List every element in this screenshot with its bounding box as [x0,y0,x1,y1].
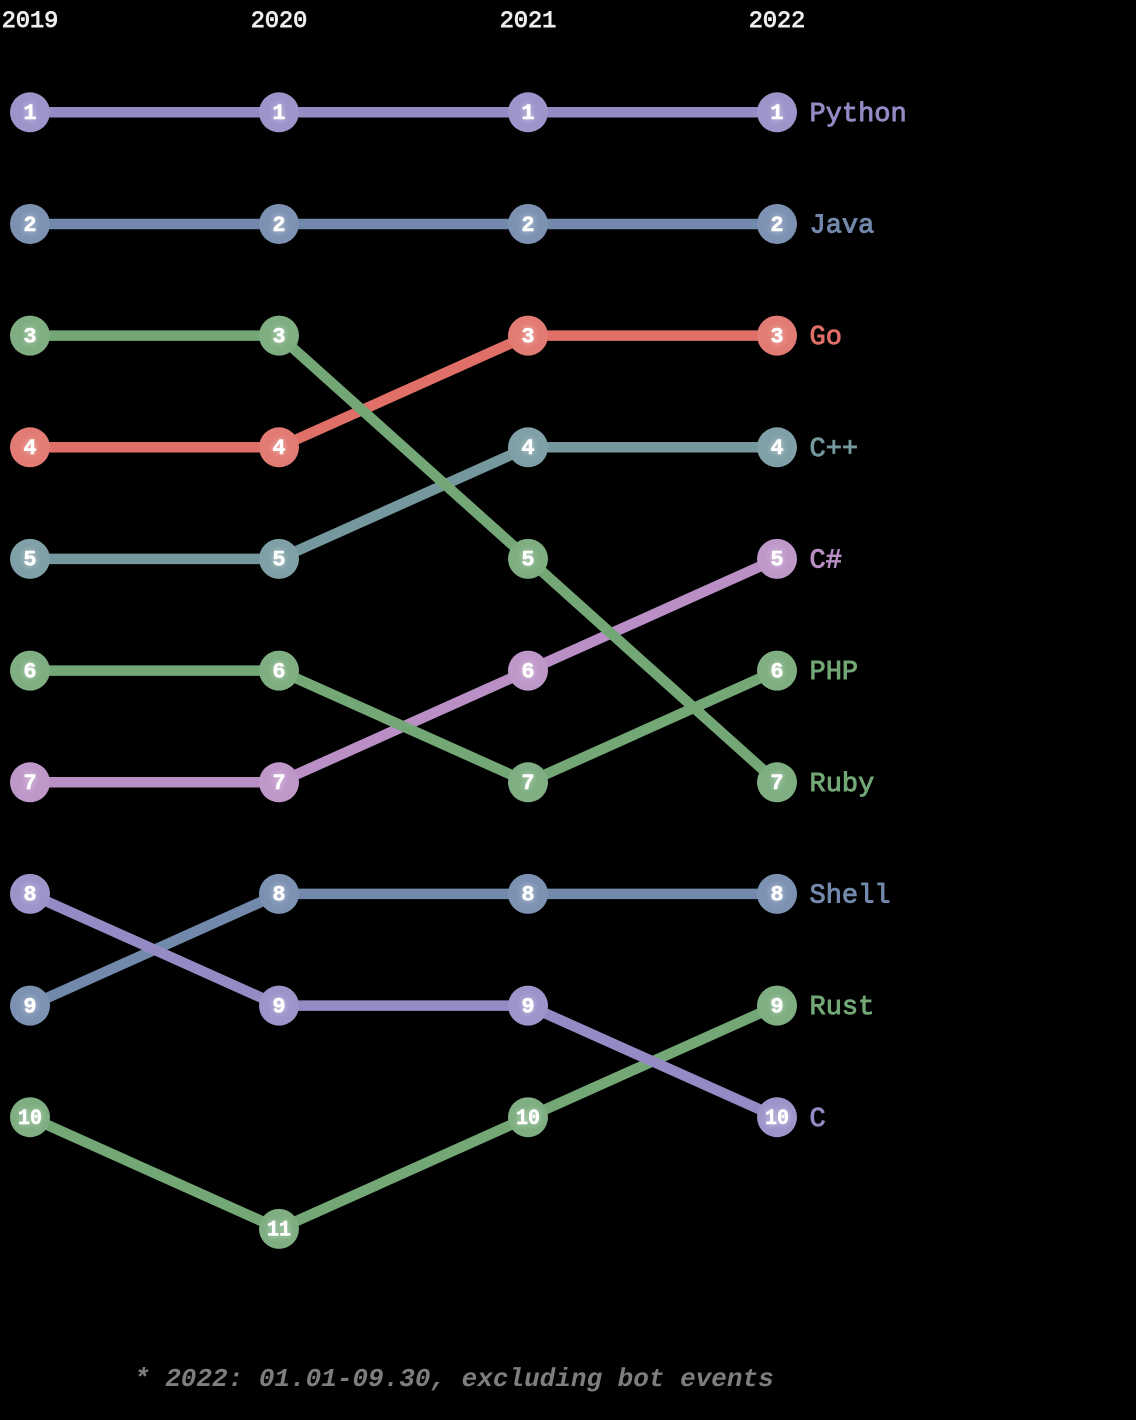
svg-text:7: 7 [770,771,783,796]
svg-text:2: 2 [770,213,783,238]
svg-text:4: 4 [272,436,285,461]
svg-text:6: 6 [521,659,534,684]
svg-text:2: 2 [23,213,36,238]
svg-text:* 2022: 01.01-09.30, excluding: * 2022: 01.01-09.30, excluding bot event… [134,1364,774,1394]
svg-text:10: 10 [765,1106,789,1131]
svg-text:1: 1 [23,101,36,126]
svg-text:1: 1 [23,101,36,126]
svg-text:6: 6 [770,659,783,684]
svg-text:2020: 2020 [251,8,307,35]
svg-text:6: 6 [23,659,36,684]
svg-text:Shell: Shell [810,882,891,912]
svg-text:Go: Go [810,323,842,353]
svg-text:8: 8 [521,883,534,908]
svg-text:9: 9 [521,994,534,1019]
svg-text:C++: C++ [810,435,859,465]
svg-text:9: 9 [23,994,36,1019]
svg-text:7: 7 [272,771,285,796]
svg-text:2019: 2019 [2,8,58,35]
svg-text:6: 6 [272,659,285,684]
svg-text:7: 7 [272,771,285,796]
svg-text:Rust: Rust [810,993,875,1023]
svg-text:8: 8 [272,883,285,908]
svg-text:5: 5 [23,548,36,573]
svg-text:Ruby: Ruby [810,770,875,800]
svg-text:1: 1 [272,101,285,126]
svg-text:3: 3 [521,324,534,349]
svg-text:8: 8 [521,883,534,908]
svg-text:4: 4 [770,436,783,461]
svg-text:10: 10 [516,1106,540,1131]
svg-text:7: 7 [521,771,534,796]
svg-text:2: 2 [770,213,783,238]
svg-text:2022: 2022 [749,8,805,35]
svg-text:9: 9 [23,994,36,1019]
svg-text:1: 1 [521,101,534,126]
svg-text:10: 10 [765,1106,789,1131]
svg-text:3: 3 [272,324,285,349]
svg-text:5: 5 [272,548,285,573]
svg-text:9: 9 [272,994,285,1019]
svg-text:5: 5 [770,548,783,573]
svg-text:9: 9 [770,994,783,1019]
svg-text:8: 8 [770,883,783,908]
svg-text:5: 5 [521,548,534,573]
svg-text:6: 6 [521,659,534,684]
svg-text:4: 4 [23,436,36,461]
svg-text:2: 2 [521,213,534,238]
svg-text:2: 2 [272,213,285,238]
svg-text:1: 1 [272,101,285,126]
svg-text:2021: 2021 [500,8,556,35]
svg-text:5: 5 [770,548,783,573]
svg-text:3: 3 [521,324,534,349]
svg-text:11: 11 [267,1218,291,1243]
svg-text:1: 1 [521,101,534,126]
svg-text:4: 4 [770,436,783,461]
svg-text:4: 4 [272,436,285,461]
svg-text:8: 8 [272,883,285,908]
svg-text:3: 3 [770,324,783,349]
svg-text:6: 6 [23,659,36,684]
svg-text:7: 7 [521,771,534,796]
svg-text:11: 11 [267,1218,291,1243]
svg-text:8: 8 [23,883,36,908]
svg-text:4: 4 [23,436,36,461]
svg-text:C#: C# [810,547,842,577]
svg-text:PHP: PHP [810,658,859,688]
svg-text:5: 5 [272,548,285,573]
svg-text:Python: Python [810,100,907,130]
svg-text:3: 3 [23,324,36,349]
svg-text:3: 3 [23,324,36,349]
svg-text:3: 3 [770,324,783,349]
svg-text:10: 10 [516,1106,540,1131]
svg-text:5: 5 [521,548,534,573]
svg-text:1: 1 [770,101,783,126]
svg-text:9: 9 [272,994,285,1019]
svg-text:3: 3 [272,324,285,349]
svg-text:6: 6 [770,659,783,684]
svg-text:C: C [810,1105,826,1135]
svg-text:1: 1 [770,101,783,126]
svg-text:4: 4 [521,436,534,461]
svg-text:10: 10 [18,1106,42,1131]
svg-text:2: 2 [521,213,534,238]
svg-text:6: 6 [272,659,285,684]
svg-text:8: 8 [770,883,783,908]
svg-text:2: 2 [23,213,36,238]
svg-text:8: 8 [23,883,36,908]
svg-text:5: 5 [23,548,36,573]
svg-text:9: 9 [521,994,534,1019]
svg-text:7: 7 [23,771,36,796]
svg-text:4: 4 [521,436,534,461]
svg-text:7: 7 [23,771,36,796]
svg-text:Java: Java [810,212,875,242]
svg-text:9: 9 [770,994,783,1019]
svg-text:10: 10 [18,1106,42,1131]
svg-text:2: 2 [272,213,285,238]
svg-text:7: 7 [770,771,783,796]
